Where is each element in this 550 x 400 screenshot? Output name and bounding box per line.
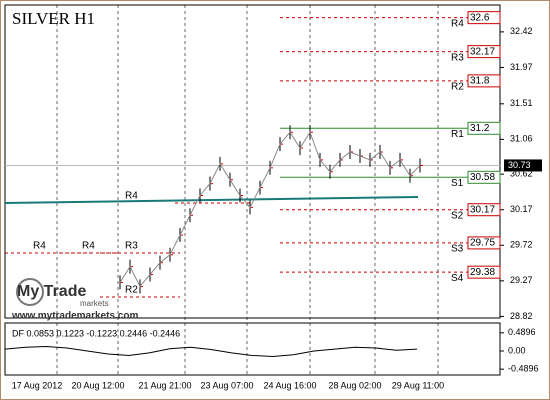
y-tick-label: 29.72 (510, 240, 533, 250)
y-tick-label: 31.51 (510, 98, 533, 108)
x-tick-label: 20 Aug 12:00 (71, 380, 124, 390)
logo-circle (16, 278, 44, 306)
level-value: 30.58 (470, 172, 495, 183)
old-level-name: R4 (33, 241, 46, 252)
level-value: 32.17 (470, 46, 495, 57)
level-box (467, 170, 501, 184)
level-name: S4 (451, 273, 464, 284)
x-tick-label: 24 Aug 16:00 (263, 380, 316, 390)
price-line (119, 131, 421, 288)
chart-title: SILVER H1 (12, 9, 95, 28)
level-value: 30.17 (470, 204, 495, 215)
osc-line (4, 346, 418, 358)
old-level-name: R4 (125, 191, 138, 202)
osc-tick-label: 0.00 (508, 345, 526, 355)
plot-frame (4, 4, 501, 319)
level-box (467, 74, 501, 88)
level-box (467, 11, 501, 25)
osc-label: DF 0.0853 0.1223 -0.1223 0.2446 -0.2446 (12, 328, 180, 338)
y-tick-label: 31.97 (510, 62, 533, 72)
price-box-label: 30.73 (508, 160, 531, 170)
logo-sub: markets (80, 299, 108, 308)
level-name: R1 (451, 129, 464, 140)
y-tick-label: 32.42 (510, 26, 533, 36)
level-value: 31.8 (470, 76, 490, 87)
y-tick-label: 30.62 (510, 169, 533, 179)
level-box (467, 236, 501, 250)
y-tick-label: 30.17 (510, 204, 533, 214)
level-box (467, 121, 501, 135)
x-tick-label: 29 Aug 11:00 (392, 380, 444, 390)
level-name: S3 (451, 244, 464, 255)
old-level-name: R2 (125, 285, 138, 296)
level-value: 29.38 (470, 267, 495, 278)
level-name: R2 (451, 82, 464, 93)
level-value: 32.6 (470, 12, 490, 23)
logo-url: www.mytrademarkets.com (11, 311, 138, 322)
level-value: 29.75 (470, 238, 495, 249)
x-tick-label: 28 Aug 02:00 (328, 380, 381, 390)
old-level-name: R3 (125, 241, 138, 252)
y-tick-label: 29.27 (510, 275, 533, 285)
trend-line (4, 196, 419, 204)
old-level-name: R4 (82, 241, 95, 252)
x-tick-label: 23 Aug 07:00 (200, 380, 253, 390)
x-tick-label: 17 Aug 2012 (12, 380, 63, 390)
level-name: S2 (451, 210, 464, 221)
level-name: R3 (451, 52, 464, 63)
y-tick-label: 28.82 (510, 311, 533, 321)
osc-tick-label: -0.4896 (508, 364, 539, 374)
level-box (467, 265, 501, 279)
price-box (504, 159, 542, 172)
y-tick-label: 31.06 (510, 134, 533, 144)
level-box (467, 45, 501, 59)
logo-name: My Trade (17, 283, 86, 300)
x-tick-label: 21 Aug 21:00 (138, 380, 191, 390)
level-value: 31.2 (470, 123, 490, 134)
level-name: S1 (451, 178, 464, 189)
level-box (467, 203, 501, 217)
osc-tick-label: 0.4896 (508, 327, 536, 337)
logo: My Trade markets www.mytrademarkets.com (11, 278, 138, 322)
level-name: R4 (451, 18, 464, 29)
